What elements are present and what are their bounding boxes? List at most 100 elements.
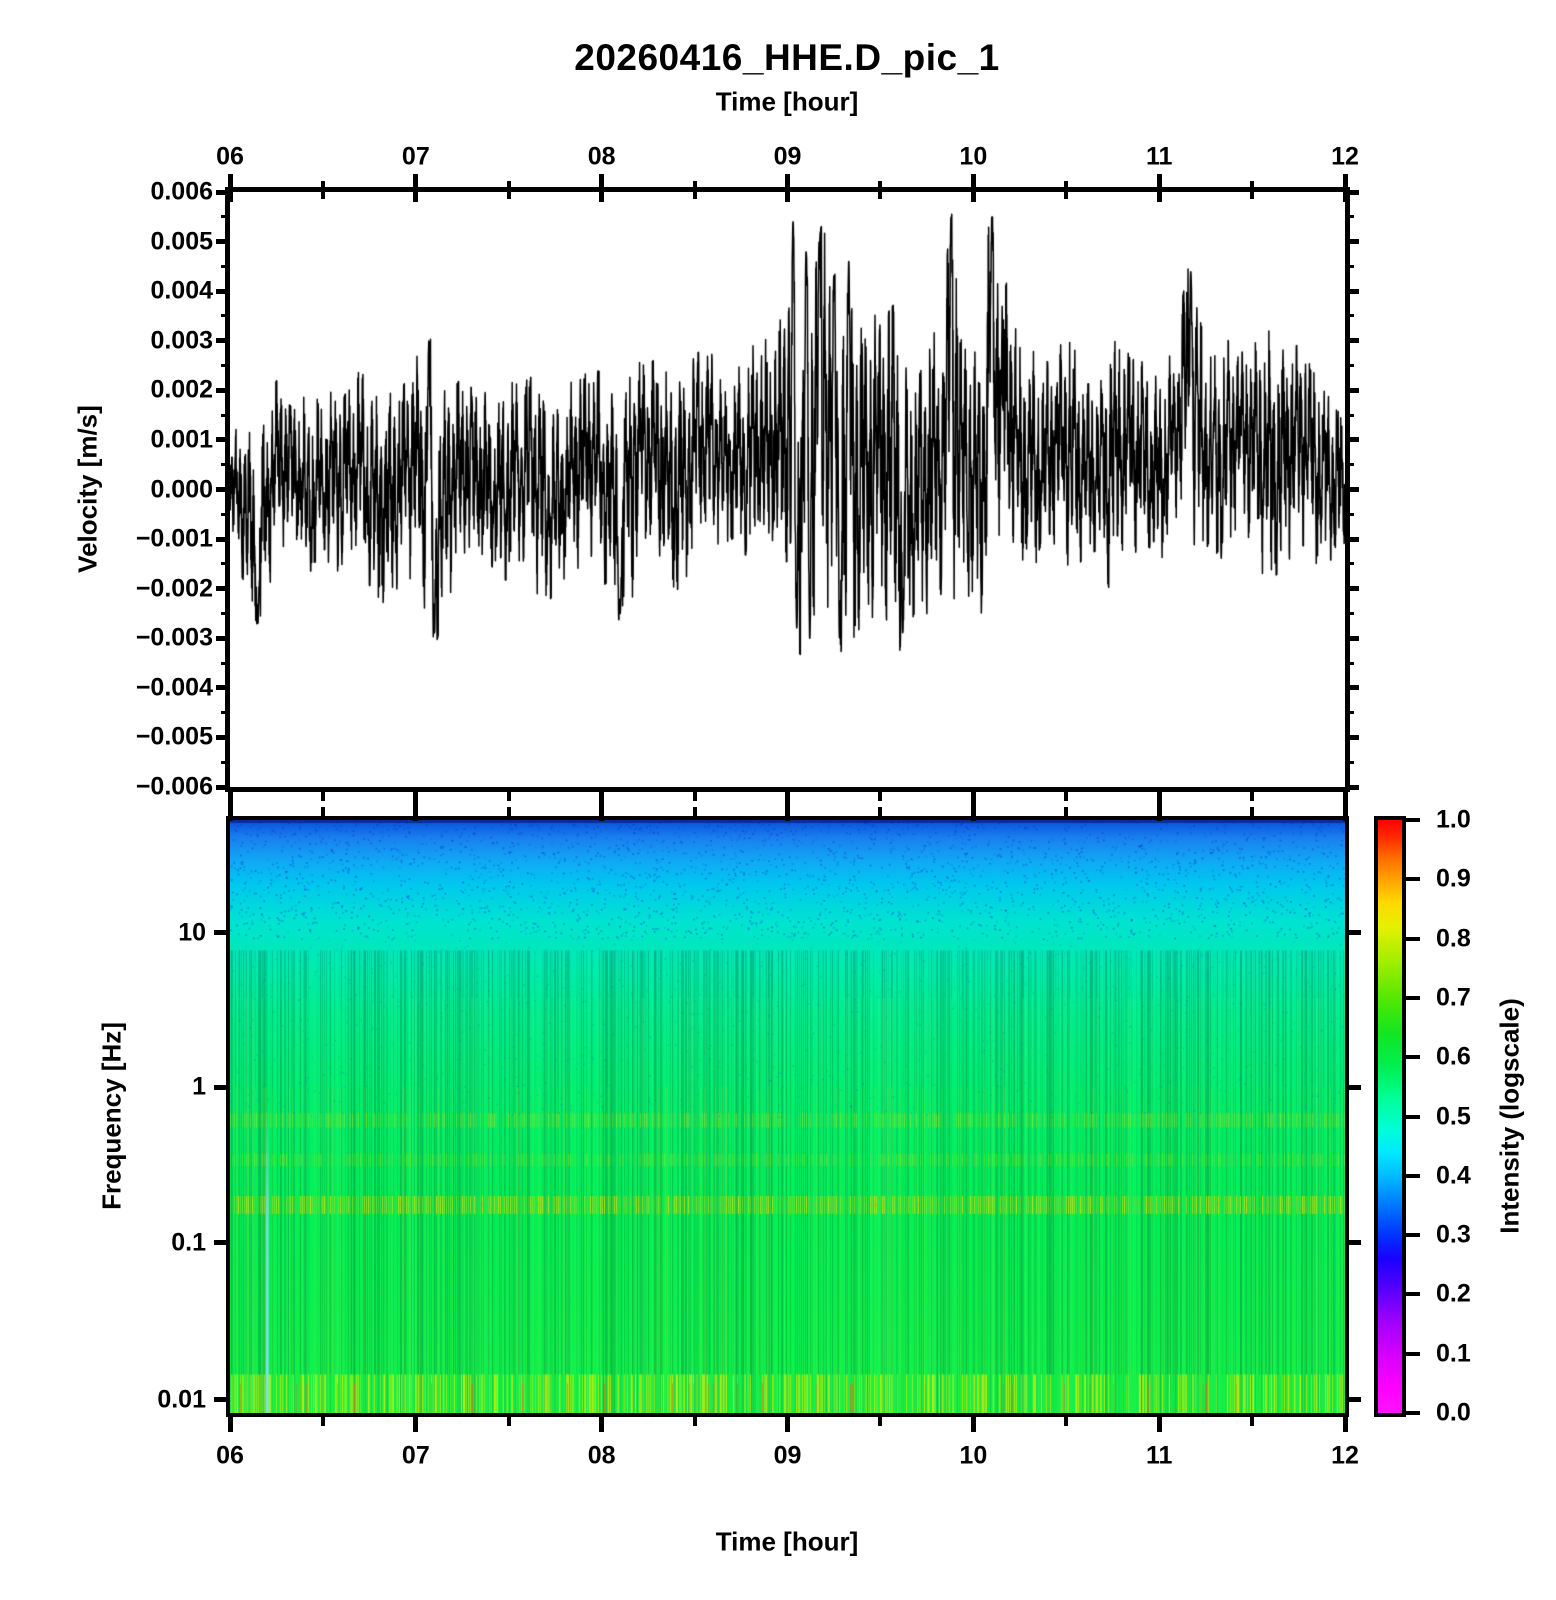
time-major-tick [413,1417,419,1432]
velocity-minor-tick [221,661,230,665]
time-major-tick [1156,792,1162,821]
velocity-minor-tick [1345,463,1354,467]
time-major-tick [599,1417,605,1432]
velocity-minor-tick [1345,711,1354,715]
time-minor-tick [1250,792,1255,801]
bottom-hour-label: 10 [959,1441,988,1470]
time-minor-tick [692,807,697,816]
time-major-tick [1342,174,1348,192]
velocity-minor-tick [221,711,230,715]
time-major-tick [1342,792,1348,821]
velocity-minor-tick [1345,264,1354,268]
velocity-major-tick [1345,734,1359,740]
time-major-tick [785,174,790,192]
top-hour-label: 08 [587,142,616,171]
top-hour-label: 12 [1331,142,1359,171]
time-minor-tick [878,807,883,816]
colorbar-tick [1406,936,1420,941]
time-minor-tick [506,1417,511,1426]
velocity-tick-label: 0.002 [150,375,213,404]
colorbar-tick-label: 0.9 [1436,864,1471,893]
velocity-minor-tick [1345,215,1354,219]
time-major-tick [599,192,605,202]
time-major-tick [227,1417,233,1432]
velocity-major-tick [1345,536,1359,542]
velocity-major-tick [216,784,230,790]
bottom-x-axis-label: Time [hour] [715,1526,859,1557]
colorbar-tick [1406,1233,1420,1238]
time-minor-tick [1250,181,1255,192]
colorbar-tick [1406,995,1420,1000]
colorbar-tick [1406,1351,1420,1356]
time-major-tick [970,174,976,192]
frequency-tick-label: 0.1 [171,1228,206,1257]
time-minor-tick [878,181,883,192]
frequency-major-tick [1345,1240,1361,1246]
spectrogram-y-axis-label: Frequency [Hz] [96,1022,127,1210]
time-minor-tick [692,181,697,192]
time-minor-tick [1064,792,1069,801]
frequency-major-tick [1345,1084,1361,1090]
frequency-tick-label: 0.01 [157,1385,206,1414]
velocity-minor-tick [221,760,230,764]
velocity-major-tick [1345,437,1359,443]
time-minor-tick [320,192,325,199]
time-minor-tick [506,807,511,816]
time-minor-tick [320,1417,325,1426]
velocity-tick-label: 0.005 [150,227,213,256]
velocity-major-tick [216,734,230,740]
velocity-minor-tick [1345,512,1354,516]
top-hour-label: 06 [216,142,244,171]
velocity-major-tick [216,685,230,691]
velocity-major-tick [1345,784,1359,790]
velocity-tick-label: 0.006 [150,177,213,206]
velocity-major-tick [216,437,230,443]
velocity-major-tick [1345,635,1359,641]
top-hour-label: 07 [401,142,430,171]
time-major-tick [1156,1417,1162,1432]
intensity-colorbar [1374,816,1406,1417]
velocity-minor-tick [221,264,230,268]
time-major-tick [785,792,790,821]
frequency-major-tick [214,1084,230,1090]
velocity-tick-label: −0.003 [135,623,213,652]
time-major-tick [413,192,419,202]
time-minor-tick [320,181,325,192]
velocity-tick-label: 0.000 [150,475,213,503]
velocity-minor-tick [1345,364,1354,368]
colorbar-tick-label: 0.1 [1436,1339,1471,1368]
velocity-minor-tick [221,512,230,516]
velocity-tick-label: −0.004 [135,673,213,702]
time-minor-tick [506,192,511,199]
time-minor-tick [692,792,697,801]
velocity-minor-tick [1345,661,1354,665]
velocity-minor-tick [1345,562,1354,566]
frequency-tick-label: 10 [178,918,206,947]
colorbar-tick [1406,1114,1420,1119]
bottom-hour-label: 12 [1331,1441,1359,1470]
time-minor-tick [1250,1417,1255,1426]
velocity-major-tick [1345,586,1359,592]
time-minor-tick [1250,807,1255,816]
spectrogram-heatmap-canvas [230,820,1345,1413]
velocity-tick-label: −0.002 [135,574,213,603]
time-minor-tick [878,792,883,801]
colorbar-tick-label: 0.0 [1436,1398,1471,1427]
velocity-major-tick [216,487,230,492]
time-major-tick [227,792,233,821]
time-minor-tick [1064,181,1069,192]
velocity-minor-tick [1345,760,1354,764]
velocity-tick-label: −0.005 [135,722,213,751]
velocity-minor-tick [221,463,230,467]
time-major-tick [970,1417,976,1432]
velocity-minor-tick [221,413,230,417]
time-minor-tick [320,792,325,801]
time-major-tick [599,174,605,192]
colorbar-tick-label: 0.2 [1436,1279,1471,1308]
frequency-major-tick [1345,930,1361,936]
velocity-minor-tick [221,364,230,368]
bottom-hour-label: 08 [587,1441,616,1470]
time-minor-tick [878,192,883,199]
colorbar-tick [1406,1411,1420,1415]
